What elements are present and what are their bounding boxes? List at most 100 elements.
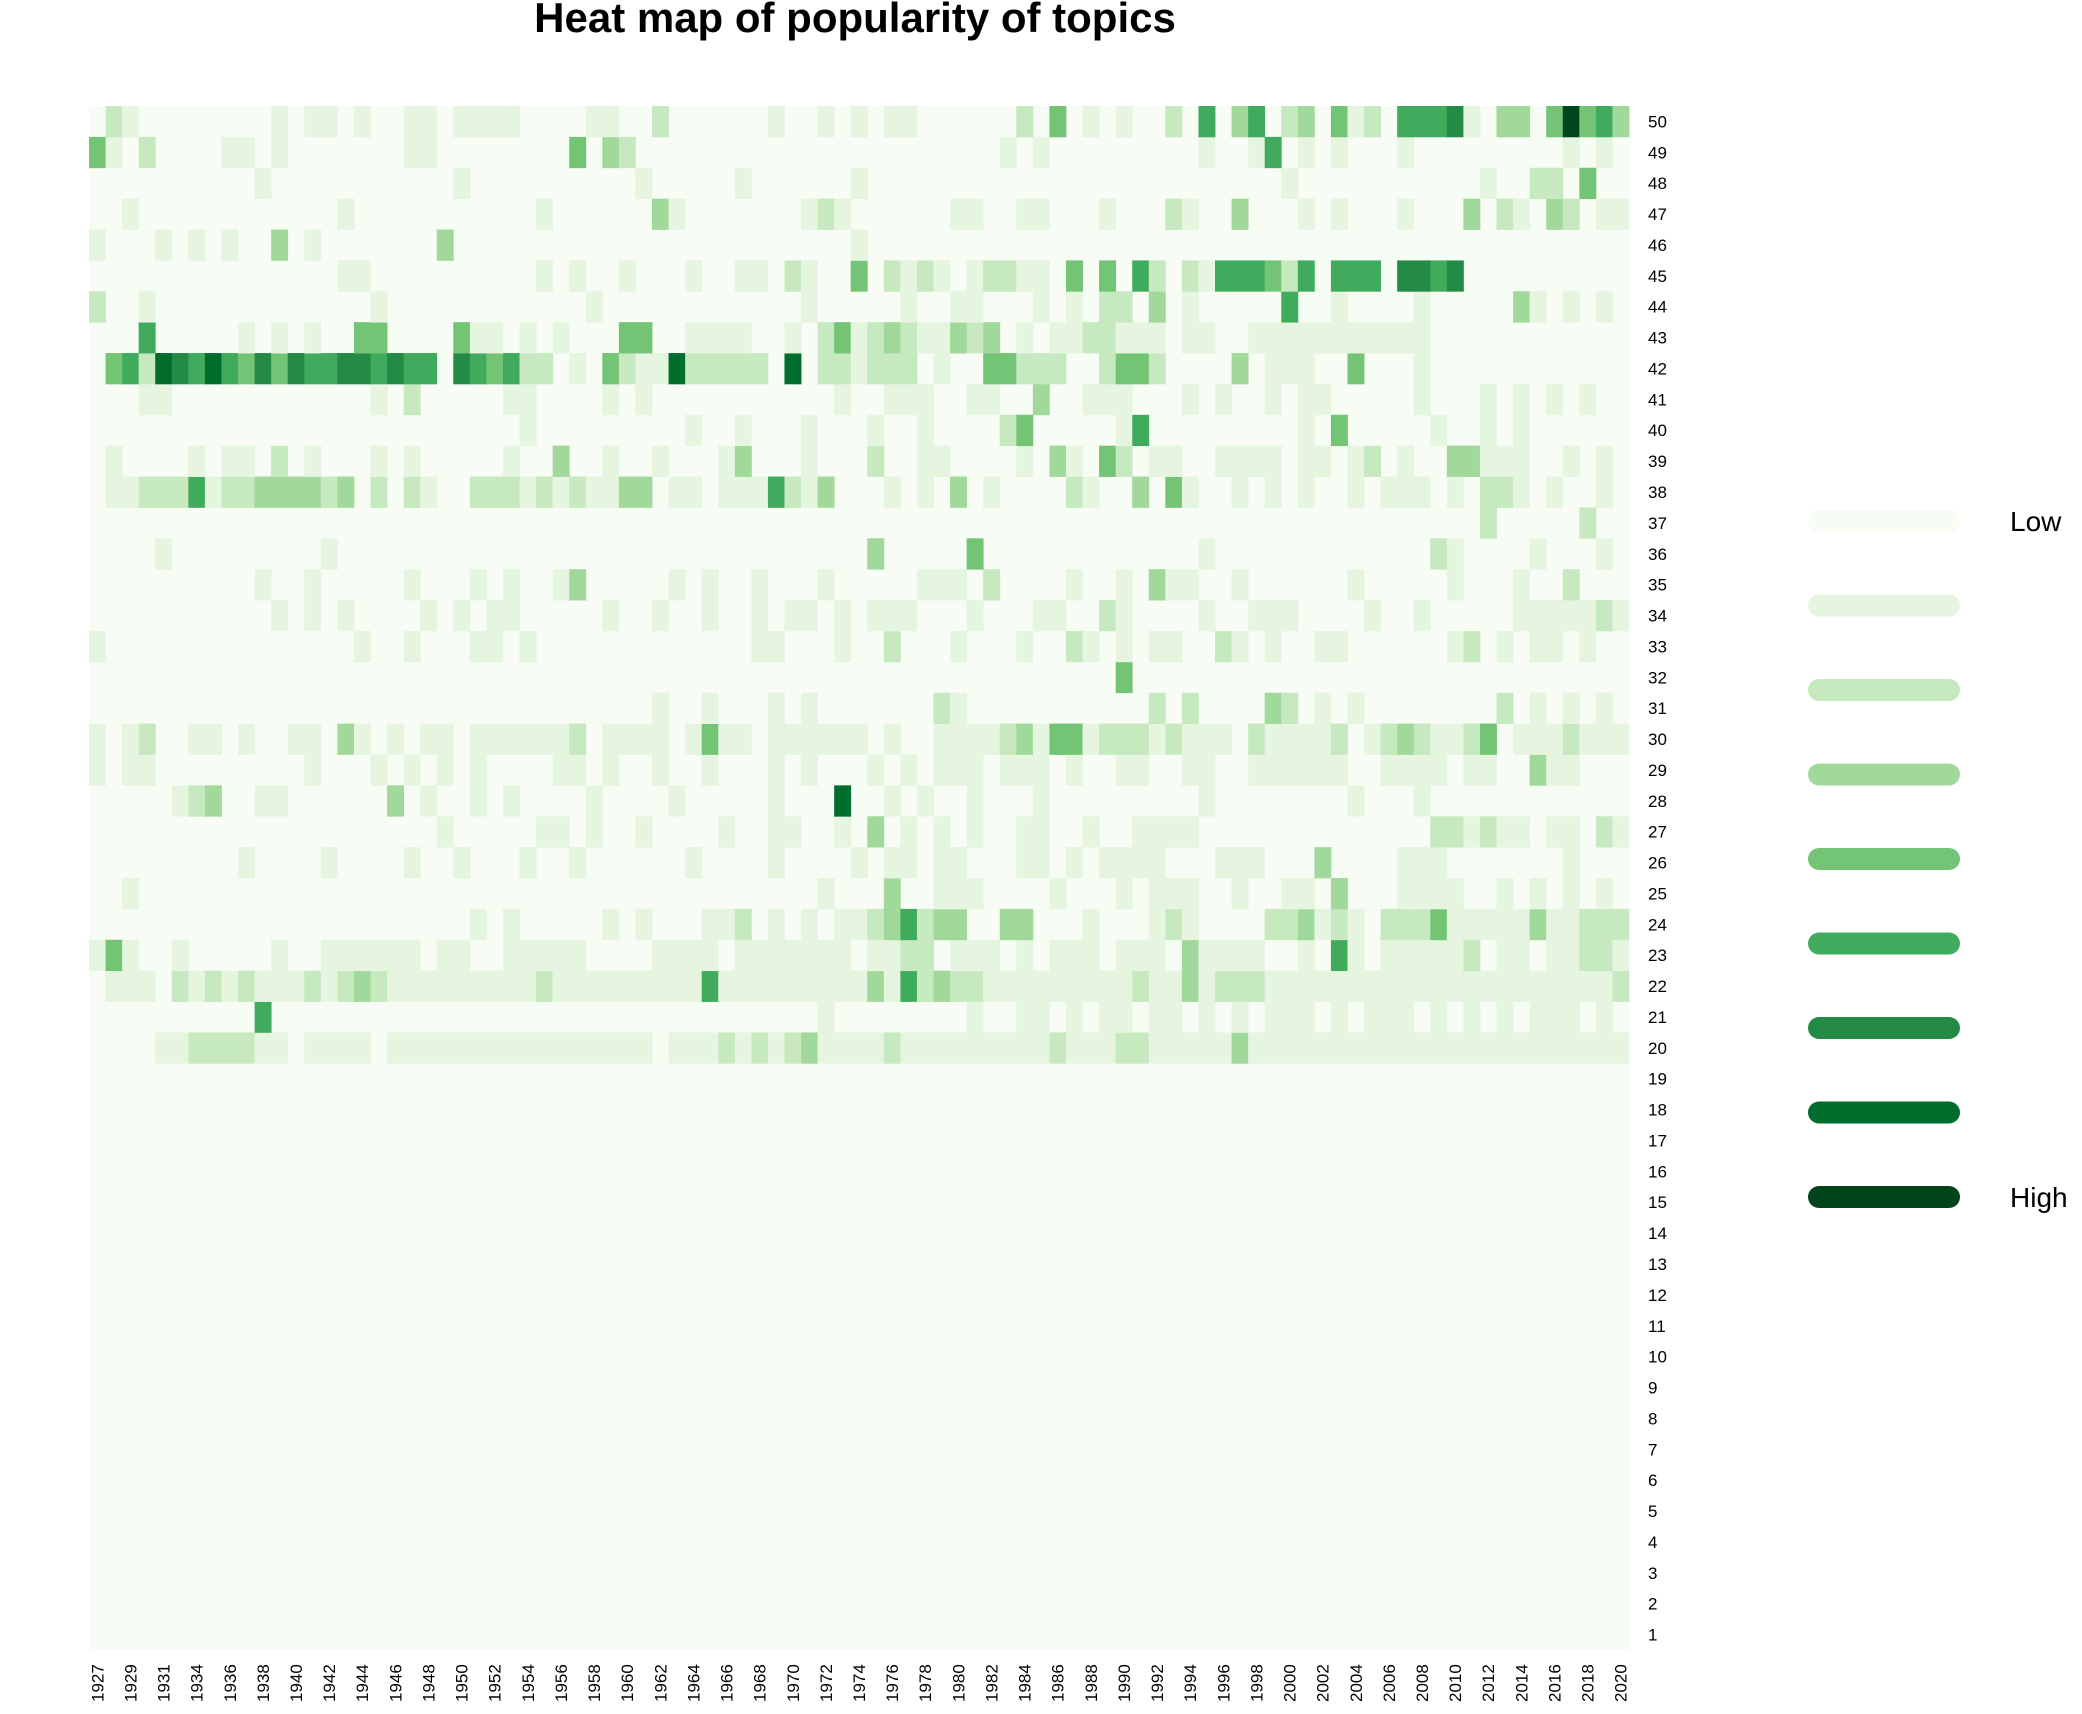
- heatmap-cell: [1099, 445, 1117, 477]
- heatmap-cell: [983, 569, 1001, 601]
- heatmap-cell: [999, 260, 1017, 292]
- heatmap-cell: [1264, 600, 1282, 632]
- heatmap-cell: [1446, 476, 1464, 508]
- heatmap-cell: [1281, 970, 1299, 1002]
- x-tick-label: 1988: [1082, 1664, 1101, 1702]
- heatmap-cell: [353, 106, 371, 138]
- heatmap-cell: [155, 476, 173, 508]
- heatmap-cell: [1562, 600, 1580, 632]
- heatmap-cell: [569, 847, 587, 879]
- heatmap-cell: [701, 970, 719, 1002]
- heatmap-cell: [983, 939, 1001, 972]
- heatmap-cell: [1281, 260, 1299, 292]
- heatmap-cell: [933, 322, 951, 354]
- x-tick-label: 1950: [453, 1664, 472, 1702]
- heatmap-cell: [1049, 878, 1067, 910]
- heatmap-cell: [1281, 353, 1299, 385]
- heatmap-cell: [585, 291, 603, 323]
- heatmap-cell: [1595, 970, 1613, 1002]
- heatmap-cell: [1099, 198, 1117, 230]
- y-tick-label: 46: [1648, 236, 1667, 255]
- heatmap-cell: [966, 785, 984, 817]
- heatmap-cell: [850, 847, 868, 879]
- heatmap-cell: [105, 106, 123, 138]
- heatmap-cell: [1065, 847, 1083, 879]
- heatmap-cell: [867, 816, 885, 848]
- heatmap-cell: [502, 106, 520, 138]
- heatmap-cell: [767, 754, 785, 786]
- heatmap-cell: [221, 136, 239, 169]
- heatmap-cell: [89, 723, 106, 755]
- heatmap-cell: [420, 600, 438, 632]
- heatmap-cell: [453, 353, 471, 385]
- heatmap-cell: [1546, 1032, 1564, 1064]
- y-tick-label: 18: [1648, 1101, 1667, 1120]
- heatmap-cell: [834, 939, 852, 972]
- heatmap-cell: [221, 1032, 239, 1064]
- heatmap-cell: [900, 353, 918, 385]
- y-tick-label: 14: [1648, 1224, 1667, 1243]
- heatmap-cell: [569, 476, 587, 508]
- heatmap-cell: [668, 569, 686, 601]
- heatmap-cell: [486, 476, 504, 508]
- heatmap-cell: [1430, 538, 1448, 570]
- heatmap-cell: [652, 692, 669, 724]
- heatmap-cell: [1082, 106, 1100, 138]
- x-tick-label: 1942: [320, 1664, 339, 1702]
- heatmap-cell: [966, 538, 984, 570]
- heatmap-cell: [1082, 630, 1100, 663]
- heatmap-cell: [900, 106, 918, 138]
- heatmap-cell: [1579, 383, 1597, 416]
- heatmap-cell: [387, 1032, 405, 1064]
- heatmap-cell: [966, 322, 984, 354]
- heatmap-cell: [353, 322, 371, 354]
- heatmap-cell: [1314, 754, 1332, 786]
- y-tick-label: 41: [1648, 390, 1667, 409]
- heatmap-cell: [983, 322, 1001, 354]
- heatmap-cell: [652, 106, 669, 138]
- heatmap-cell: [519, 630, 537, 663]
- heatmap-cell: [1314, 445, 1332, 477]
- heatmap-cell: [966, 600, 984, 632]
- heatmap-cell: [801, 476, 818, 508]
- heatmap-cell: [883, 106, 901, 138]
- heatmap-cell: [734, 445, 752, 477]
- heatmap-cell: [950, 198, 968, 230]
- heatmap-cell: [966, 198, 984, 230]
- heatmap-cell: [1397, 939, 1415, 972]
- heatmap-cell: [1264, 908, 1282, 941]
- heatmap-cell: [1380, 754, 1398, 786]
- heatmap-cell: [1215, 260, 1232, 292]
- heatmap-cell: [1562, 1001, 1580, 1033]
- heatmap-cell: [238, 847, 255, 879]
- heatmap-cell: [122, 198, 140, 230]
- heatmap-cell: [602, 383, 620, 416]
- heatmap-cell: [585, 816, 603, 848]
- heatmap-cell: [1529, 630, 1547, 663]
- heatmap-cell: [304, 1032, 322, 1064]
- heatmap-cell: [1562, 847, 1580, 879]
- heatmap-cell: [1496, 878, 1514, 910]
- heatmap-cell: [933, 569, 951, 601]
- heatmap-cell: [950, 630, 968, 663]
- heatmap-cell: [221, 229, 239, 261]
- heatmap-cell: [950, 878, 968, 910]
- heatmap-cell: [1297, 136, 1315, 169]
- heatmap-cell: [353, 353, 371, 385]
- heatmap-cell: [1330, 939, 1348, 972]
- heatmap-cell: [502, 939, 520, 972]
- heatmap-cell: [1032, 970, 1050, 1002]
- heatmap-cell: [1529, 1001, 1547, 1033]
- heatmap-cell: [1132, 260, 1150, 292]
- heatmap-cell: [1546, 600, 1564, 632]
- heatmap-cell: [1115, 383, 1133, 416]
- heatmap-cell: [1198, 322, 1216, 354]
- heatmap-cell: [1595, 723, 1613, 755]
- heatmap-cell: [1612, 198, 1630, 230]
- heatmap-cell: [767, 847, 785, 879]
- heatmap-cell: [1496, 630, 1514, 663]
- heatmap-cell: [469, 723, 487, 755]
- heatmap-cell: [834, 1032, 852, 1064]
- heatmap-cell: [983, 723, 1001, 755]
- heatmap-cell: [254, 167, 272, 200]
